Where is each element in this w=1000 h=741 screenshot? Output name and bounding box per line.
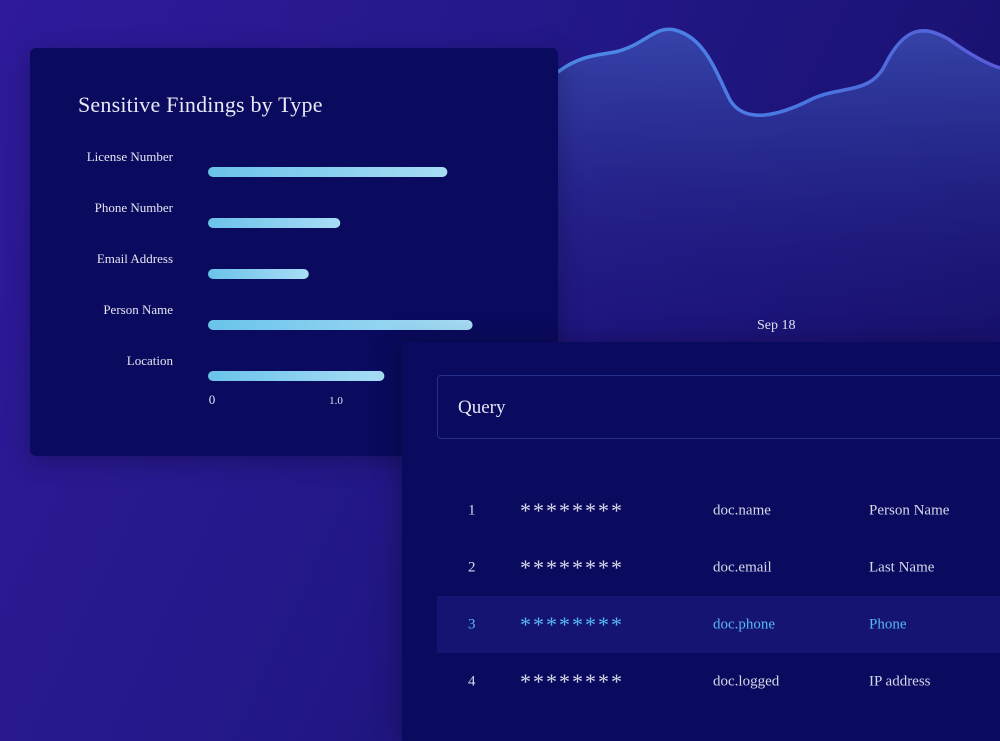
query-label: Query [458,397,506,418]
bar-category-label: Person Name [103,302,173,317]
masked-value: ******** [520,497,624,523]
info-type: Last Name [869,559,935,575]
bar-category-label: Location [127,353,174,368]
bar [208,320,473,330]
x-tick-label: 0 [209,392,216,407]
area-line [556,27,1000,117]
masked-value: ******** [520,554,624,580]
bar-category-label: Phone Number [95,200,174,215]
row-number: 2 [468,559,476,575]
bar-category-label: Email Address [97,251,173,266]
query-input[interactable]: Query [437,375,1000,439]
field-name: doc.logged [713,673,780,689]
row-number: 1 [468,502,476,518]
bar-category-label: License Number [87,149,174,164]
bar [208,218,341,228]
row-number: 4 [468,673,476,689]
area-fill [558,29,1000,345]
masked-value: ******** [520,611,624,637]
table-row[interactable]: 3 ******** doc.phone Phone [437,596,1000,653]
table-row[interactable]: 2 ******** doc.email Last Name [437,539,1000,596]
masked-value: ******** [520,668,624,694]
query-panel: Query 1 ******** doc.name Person Name 2 … [402,342,1000,741]
bar [208,371,385,381]
area-chart [556,27,1000,345]
info-type: IP address [869,673,931,689]
area-chart-date-label: Sep 18 [757,318,796,333]
row-number: 3 [468,616,476,632]
x-tick-label: 1.0 [329,395,343,407]
info-type: Person Name [869,502,950,518]
field-name: doc.phone [713,616,776,632]
table-row[interactable]: 1 ******** doc.name Person Name [437,482,1000,539]
field-name: doc.name [713,502,771,518]
bar [208,167,448,177]
bar [208,269,309,279]
table-row[interactable]: 4 ******** doc.logged IP address [437,653,1000,710]
findings-bar-chart: License Number Phone Number Email Address P… [87,149,473,407]
chart-title: Sensitive Findings by Type [78,92,323,117]
info-type: Phone [869,616,907,632]
field-name: doc.email [713,559,772,575]
query-results-list: 1 ******** doc.name Person Name 2 ******… [437,482,1000,710]
